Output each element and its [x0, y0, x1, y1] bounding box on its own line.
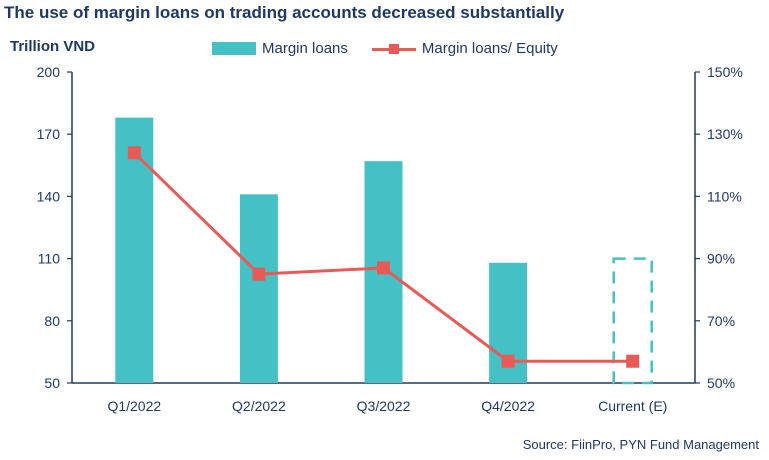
line-marker [501, 354, 515, 368]
y-tick-label: 80 [44, 313, 60, 329]
y-tick-label: 110 [38, 251, 61, 267]
legend-swatch-bar [212, 42, 256, 55]
y2-tick-label: 70% [707, 313, 735, 329]
y2-tick-label: 130% [707, 126, 743, 142]
y-tick-label: 50 [44, 375, 60, 391]
line-marker [626, 354, 640, 368]
source-note: Source: FiinPro, PYN Fund Management [522, 437, 759, 452]
y-tick-label: 170 [37, 126, 61, 142]
x-tick-label: Q1/2022 [107, 398, 161, 414]
y-tick-label: 140 [37, 188, 61, 204]
y2-tick-label: 110% [707, 188, 742, 204]
legend-label-margin-equity: Margin loans/ Equity [421, 40, 558, 57]
legend-item-margin-equity: Margin loans/ Equity [371, 40, 558, 57]
y-tick-label: 200 [37, 64, 61, 80]
y2-tick-label: 150% [707, 64, 743, 80]
chart-title: The use of margin loans on trading accou… [4, 3, 565, 22]
legend-swatch-line [371, 42, 416, 56]
line-marker [377, 261, 390, 275]
y2-tick-label: 90% [707, 251, 735, 267]
legend-item-margin-loans: Margin loans [212, 40, 348, 57]
y-axis-label: Trillion VND [10, 38, 96, 55]
bar [239, 194, 278, 383]
x-tick-label: Q2/2022 [232, 398, 286, 414]
x-tick-label: Q4/2022 [481, 398, 535, 414]
bar [115, 117, 154, 383]
legend: Margin loans Margin loans/ Equity [212, 40, 582, 57]
y2-tick-label: 50% [707, 375, 735, 391]
line-marker [127, 146, 141, 160]
x-tick-label: Current (E) [598, 398, 667, 414]
bar-estimated [612, 257, 653, 385]
legend-label-margin-loans: Margin loans [262, 40, 348, 57]
line-marker [252, 267, 266, 281]
x-tick-label: Q3/2022 [357, 398, 411, 414]
